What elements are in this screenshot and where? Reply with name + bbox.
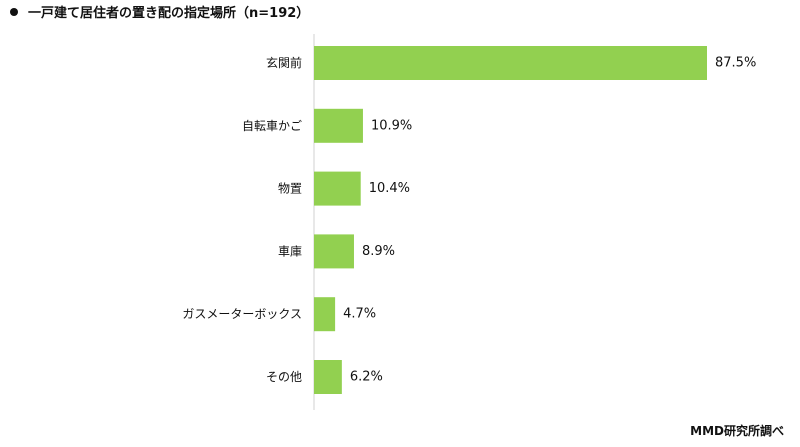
bar	[314, 108, 363, 143]
category-label: 物置	[278, 182, 302, 196]
bar	[314, 46, 707, 80]
data-label: 87.5%	[715, 56, 756, 71]
category-label: 自転車かご	[242, 118, 302, 133]
bar	[314, 297, 336, 332]
data-label: 4.7%	[343, 307, 376, 322]
data-label: 10.9%	[371, 118, 412, 133]
category-label: 車庫	[278, 244, 302, 258]
data-label: 10.4%	[369, 181, 410, 196]
value-label-group: 87.5% 10.9% 10.4% 8.9% 4.7% 6.2%	[343, 56, 756, 385]
data-label: 6.2%	[350, 370, 383, 385]
category-label: その他	[266, 370, 302, 384]
bar	[314, 171, 361, 206]
bullet-icon	[10, 8, 18, 16]
bar-group	[314, 46, 707, 394]
source-credit: MMD研究所調べ	[690, 424, 784, 438]
category-label: 玄関前	[266, 55, 302, 70]
category-label: ガスメーターボックス	[182, 307, 302, 321]
bar	[314, 360, 342, 394]
data-label: 8.9%	[362, 244, 395, 259]
chart-title-text: 一戸建て居住者の置き配の指定場所（n=192）	[28, 6, 310, 21]
chart-title: 一戸建て居住者の置き配の指定場所（n=192）	[10, 6, 309, 22]
bar	[314, 234, 354, 269]
